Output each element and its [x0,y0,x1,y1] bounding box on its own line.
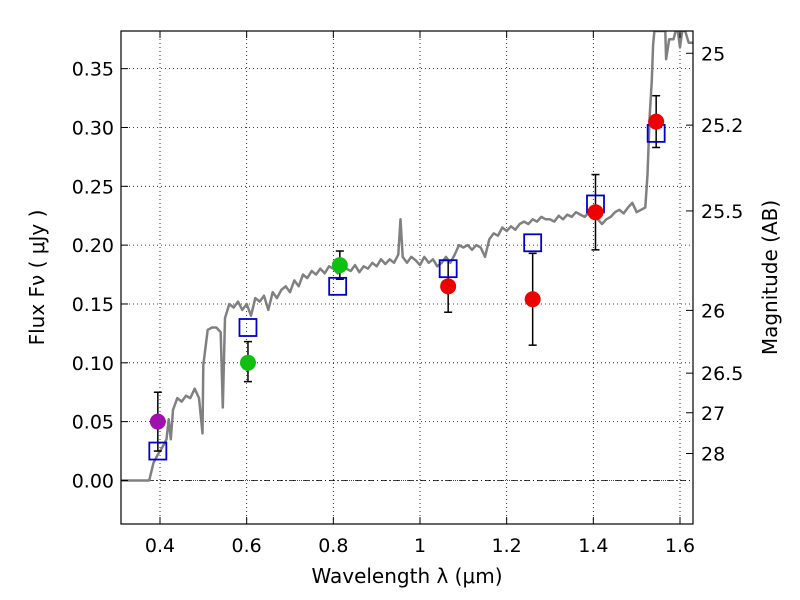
y-tick-label: 0.25 [72,176,114,198]
x-tick-label: 1 [414,535,426,557]
model-square-point [328,276,348,296]
y2-tick-label: 28 [701,444,725,466]
y-tick-label: 0.00 [72,470,114,492]
y-tick-label: 0.35 [72,59,114,81]
y-axis-label: Flux Fν ( μJy ) [25,210,49,346]
observed-point [149,413,166,430]
model-square-point [438,259,458,279]
observed-point [587,204,604,221]
x-tick-label: 0.6 [232,535,262,557]
x-axis-label: Wavelength λ (μm) [311,564,502,588]
model-square-point [523,233,543,253]
y2-tick-label: 27 [701,403,725,425]
y-tick-label: 0.20 [72,235,114,257]
y-tick-label: 0.05 [72,412,114,434]
observed-point [331,257,348,274]
y-tick-label: 0.15 [72,294,114,316]
y2-tick-label: 25.5 [701,201,743,223]
model-square-point [148,441,168,461]
plot-background [121,31,693,524]
y2-axis-label: Magnitude (AB) [758,200,782,355]
y2-tick-label: 26 [701,300,725,322]
observed-point [648,113,665,130]
plot-frame [120,30,694,525]
observed-point [239,354,256,371]
x-tick-label: 0.8 [318,535,348,557]
x-tick-label: 1.6 [665,535,695,557]
y-tick-label: 0.30 [72,117,114,139]
y2-tick-label: 26.5 [701,363,743,385]
x-tick-label: 1.4 [578,535,608,557]
y-tick-label: 0.10 [72,353,114,375]
observed-point [440,278,457,295]
x-tick-label: 0.4 [145,535,175,557]
spectrum-line [121,31,693,482]
y2-tick-label: 25 [701,43,725,65]
y2-tick-label: 25.2 [701,115,743,137]
x-tick-label: 1.2 [492,535,522,557]
model-square-point [238,318,258,337]
observed-point [524,291,541,308]
